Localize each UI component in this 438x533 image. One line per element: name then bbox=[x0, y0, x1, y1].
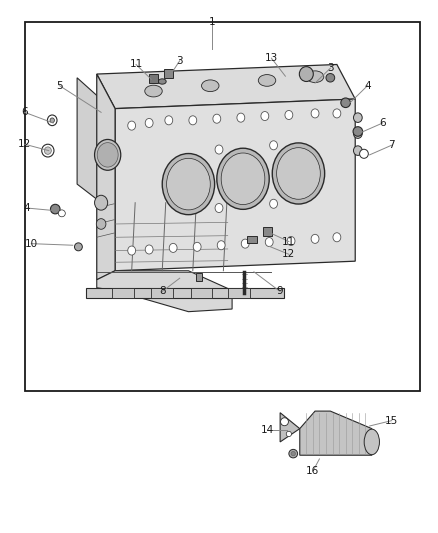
Ellipse shape bbox=[360, 149, 368, 158]
Ellipse shape bbox=[193, 243, 201, 252]
Ellipse shape bbox=[189, 116, 197, 125]
Bar bbox=[25, 22, 420, 391]
Text: 3: 3 bbox=[327, 63, 334, 73]
Ellipse shape bbox=[50, 204, 60, 214]
Ellipse shape bbox=[277, 148, 320, 199]
Ellipse shape bbox=[258, 75, 276, 86]
Ellipse shape bbox=[145, 85, 162, 97]
Ellipse shape bbox=[353, 129, 362, 139]
Ellipse shape bbox=[241, 239, 249, 248]
Ellipse shape bbox=[272, 143, 325, 204]
Polygon shape bbox=[97, 74, 115, 280]
Ellipse shape bbox=[47, 115, 57, 126]
Polygon shape bbox=[228, 288, 250, 298]
Ellipse shape bbox=[158, 79, 166, 84]
Text: 11: 11 bbox=[282, 237, 296, 247]
Polygon shape bbox=[97, 64, 355, 109]
Ellipse shape bbox=[97, 143, 118, 167]
Ellipse shape bbox=[42, 144, 54, 157]
Ellipse shape bbox=[201, 80, 219, 92]
Text: 5: 5 bbox=[57, 81, 63, 91]
Ellipse shape bbox=[165, 116, 173, 125]
Ellipse shape bbox=[333, 233, 341, 242]
Ellipse shape bbox=[169, 244, 177, 253]
Ellipse shape bbox=[217, 148, 269, 209]
Text: 16: 16 bbox=[306, 466, 319, 476]
Ellipse shape bbox=[353, 146, 362, 156]
Ellipse shape bbox=[270, 141, 278, 150]
Text: 15: 15 bbox=[385, 416, 398, 426]
Ellipse shape bbox=[287, 237, 295, 246]
Text: 1: 1 bbox=[209, 17, 216, 27]
Ellipse shape bbox=[311, 109, 319, 118]
Text: 3: 3 bbox=[177, 56, 183, 66]
Text: 6: 6 bbox=[379, 118, 386, 128]
Text: 4: 4 bbox=[24, 203, 30, 213]
Ellipse shape bbox=[281, 418, 288, 426]
Text: 12: 12 bbox=[18, 139, 32, 149]
Text: 11: 11 bbox=[129, 60, 143, 69]
Ellipse shape bbox=[145, 245, 153, 254]
Text: 8: 8 bbox=[159, 286, 166, 296]
Polygon shape bbox=[77, 78, 119, 216]
Ellipse shape bbox=[289, 449, 297, 458]
Ellipse shape bbox=[95, 140, 121, 170]
Ellipse shape bbox=[215, 204, 223, 213]
Ellipse shape bbox=[237, 113, 245, 122]
Text: 7: 7 bbox=[388, 140, 395, 150]
Polygon shape bbox=[97, 271, 232, 312]
Polygon shape bbox=[149, 74, 158, 83]
Ellipse shape bbox=[96, 219, 106, 229]
Ellipse shape bbox=[353, 127, 363, 136]
Ellipse shape bbox=[341, 98, 350, 108]
Ellipse shape bbox=[265, 238, 273, 247]
Ellipse shape bbox=[311, 235, 319, 244]
Polygon shape bbox=[280, 413, 300, 442]
Ellipse shape bbox=[128, 121, 136, 130]
Ellipse shape bbox=[353, 113, 362, 123]
Polygon shape bbox=[300, 411, 372, 455]
Ellipse shape bbox=[270, 199, 278, 208]
Ellipse shape bbox=[333, 109, 341, 118]
Text: 6: 6 bbox=[21, 107, 28, 117]
Ellipse shape bbox=[364, 429, 379, 455]
Polygon shape bbox=[247, 236, 257, 243]
Polygon shape bbox=[263, 227, 272, 236]
Ellipse shape bbox=[286, 431, 291, 437]
Ellipse shape bbox=[299, 67, 313, 82]
Ellipse shape bbox=[285, 110, 293, 119]
Ellipse shape bbox=[213, 114, 221, 123]
Ellipse shape bbox=[306, 71, 324, 83]
Ellipse shape bbox=[261, 111, 269, 120]
Ellipse shape bbox=[44, 147, 51, 155]
Ellipse shape bbox=[162, 154, 215, 215]
Polygon shape bbox=[191, 288, 212, 298]
Ellipse shape bbox=[291, 451, 295, 456]
Ellipse shape bbox=[166, 158, 210, 210]
Ellipse shape bbox=[74, 243, 82, 251]
Ellipse shape bbox=[128, 246, 136, 255]
Polygon shape bbox=[97, 67, 350, 115]
Polygon shape bbox=[164, 69, 173, 78]
Text: 9: 9 bbox=[277, 286, 283, 296]
Ellipse shape bbox=[58, 210, 65, 217]
Text: 13: 13 bbox=[265, 53, 278, 63]
Polygon shape bbox=[112, 288, 134, 298]
Ellipse shape bbox=[217, 241, 225, 250]
Text: 4: 4 bbox=[364, 81, 371, 91]
Ellipse shape bbox=[145, 118, 153, 127]
Text: 10: 10 bbox=[25, 239, 38, 248]
Ellipse shape bbox=[50, 118, 54, 123]
Polygon shape bbox=[86, 288, 285, 298]
Polygon shape bbox=[115, 99, 355, 271]
Ellipse shape bbox=[326, 74, 335, 82]
Text: 12: 12 bbox=[282, 249, 296, 259]
Text: 14: 14 bbox=[261, 425, 274, 435]
Ellipse shape bbox=[215, 145, 223, 154]
Polygon shape bbox=[151, 288, 173, 298]
Polygon shape bbox=[196, 273, 202, 281]
Ellipse shape bbox=[221, 153, 265, 205]
Ellipse shape bbox=[95, 195, 108, 210]
